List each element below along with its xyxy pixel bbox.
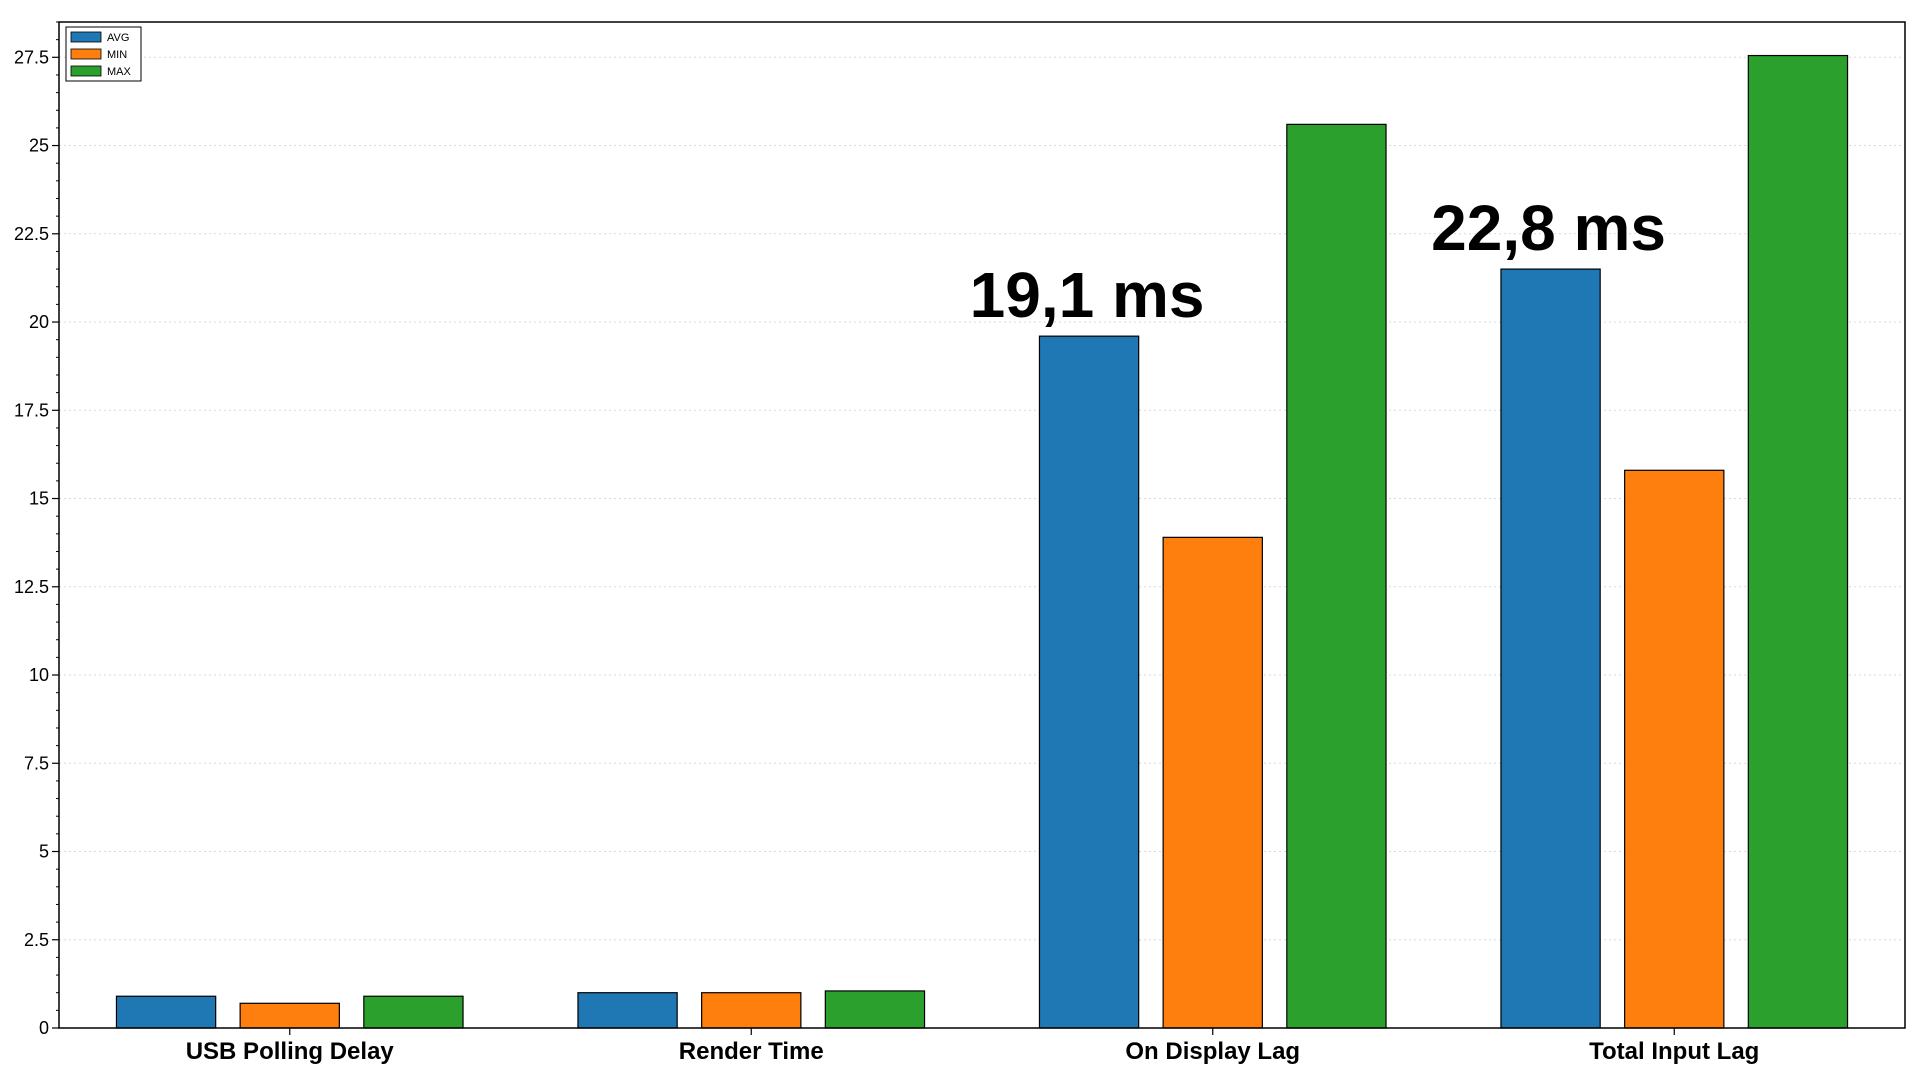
y-tick-label: 10	[29, 665, 49, 685]
bar-max	[1747, 54, 1849, 1029]
bar-avg	[1038, 335, 1140, 1029]
y-axis: 0 2.5 5 7.5 10 12.5 15 17.5 20 22.5 25 27.5	[14, 21, 59, 1038]
legend-swatch-avg	[70, 31, 102, 43]
y-tick-label: 7.5	[24, 753, 49, 773]
legend-label-min: MIN	[107, 49, 127, 61]
bar-max	[1286, 123, 1387, 1029]
x-axis: USB Polling Delay Render Time On Display L…	[186, 1028, 1759, 1065]
x-tick-label: Total Input Lag	[1589, 1038, 1759, 1065]
y-tick-label: 12.5	[14, 577, 49, 597]
y-tick-label: 5	[39, 842, 49, 862]
bar-avg	[577, 992, 678, 1029]
legend-label-avg: AVG	[107, 32, 129, 44]
y-tick-label: 25	[29, 136, 49, 156]
y-tick-label: 27.5	[14, 47, 49, 67]
y-tick-label: 0	[39, 1018, 49, 1038]
bar-max	[824, 990, 926, 1029]
y-tick-label: 15	[29, 489, 49, 509]
x-tick-label: USB Polling Delay	[186, 1038, 395, 1065]
bar-min	[1162, 536, 1263, 1029]
y-tick-label: 2.5	[24, 930, 49, 950]
legend-swatch-max	[70, 65, 102, 77]
y-tick-label: 17.5	[14, 400, 49, 420]
annotations: 19,1 ms 22,8 ms	[970, 192, 1666, 331]
y-tick-label: 22.5	[14, 224, 49, 244]
bar-avg	[1500, 268, 1601, 1029]
y-tick-label: 20	[29, 312, 49, 332]
annotation-label: 19,1 ms	[970, 259, 1205, 331]
bar-min	[1624, 469, 1725, 1029]
bar-max	[363, 995, 464, 1029]
legend-label-max: MAX	[107, 66, 132, 78]
bar-min	[239, 1002, 340, 1029]
legend-swatch-min	[70, 48, 102, 60]
annotation-label: 22,8 ms	[1431, 192, 1666, 264]
x-tick-label: Render Time	[679, 1038, 824, 1065]
plot-frame	[58, 21, 1906, 1029]
bar-avg	[115, 995, 217, 1029]
bar-min	[701, 992, 802, 1029]
x-tick-label: On Display Lag	[1125, 1038, 1300, 1065]
legend: AVG MIN MAX	[65, 26, 142, 82]
bars	[115, 54, 1849, 1029]
